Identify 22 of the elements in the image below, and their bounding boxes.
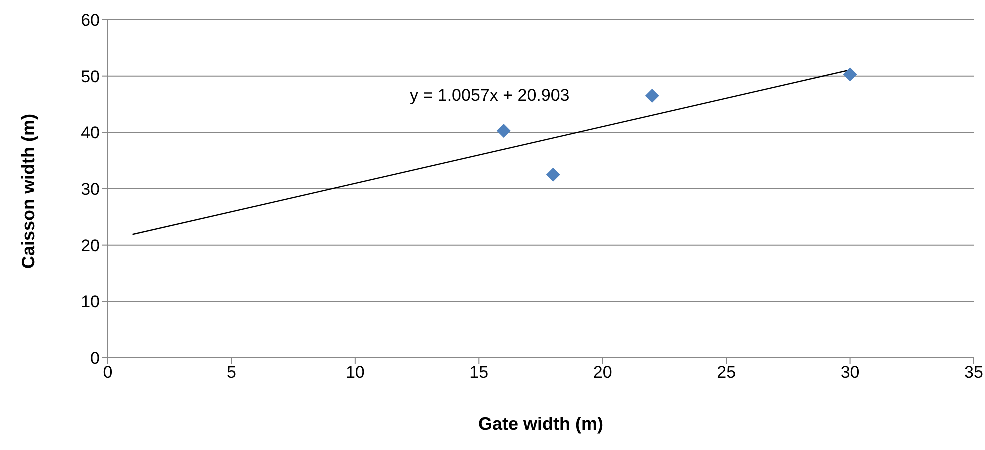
x-tick-label: 35 bbox=[964, 363, 984, 382]
x-tick-label: 0 bbox=[103, 363, 113, 382]
y-tick-label: 20 bbox=[81, 236, 100, 256]
point bbox=[546, 168, 560, 182]
y-axis-title: Caisson width (m) bbox=[18, 114, 38, 269]
x-tick-label: 30 bbox=[840, 363, 860, 382]
x-tick-label: 5 bbox=[226, 363, 236, 382]
x-tick-label: 10 bbox=[346, 363, 365, 382]
y-tick-label: 50 bbox=[81, 67, 100, 86]
annotation: y = 1.0057x + 20.903 bbox=[410, 86, 570, 106]
x-tick-label: 20 bbox=[593, 363, 612, 382]
y-tick-label: 30 bbox=[81, 180, 100, 200]
y-tick-label: 60 bbox=[81, 11, 100, 30]
x-tick-label: 15 bbox=[470, 363, 489, 382]
y-tick-label: 40 bbox=[81, 124, 100, 143]
point bbox=[645, 89, 660, 104]
point bbox=[843, 68, 858, 82]
y-tick-label: 10 bbox=[81, 292, 100, 312]
point bbox=[496, 124, 511, 138]
y-tick-label: 0 bbox=[90, 349, 100, 368]
x-axis-title: Gate width (m) bbox=[478, 414, 604, 434]
x-tick-label: 25 bbox=[717, 363, 736, 382]
